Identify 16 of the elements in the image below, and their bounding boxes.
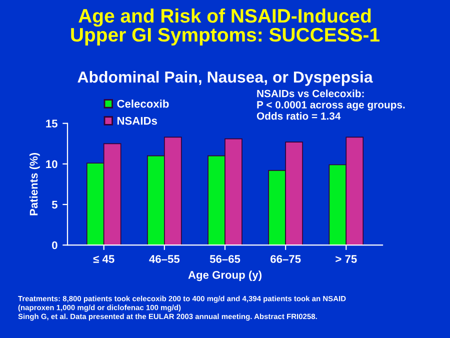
x-axis-title: Age Group (y) [188,270,262,282]
y-tick-label: 0 [52,241,58,250]
y-axis-title: Patients (%) [30,152,40,216]
y-tick-label: 10 [46,160,58,168]
x-tick-label: > 75 [336,255,357,263]
y-tick-label: 5 [52,200,58,209]
x-tick-label: ≤ 45 [93,255,114,263]
x-tick-label: 56–65 [210,255,240,263]
chart-subtitle: Abdominal Pain, Nausea, or Dyspepsia [78,70,373,86]
x-tick-label: 66–75 [270,255,301,263]
text: NSAIDs vs Celecoxib: P < 0.0001 across age groups. Odds ratio = 1.34 [256,90,405,120]
chart-title: Age and Risk of NSAID-Induced Upper GI Symptoms: SUCCESS-1 [71,8,380,46]
y-tick-label: 15 [46,120,58,128]
legend-label: NSAIDs [117,116,158,125]
legend-label: Celecoxib [117,100,169,108]
x-tick-label: 46–55 [149,255,180,263]
